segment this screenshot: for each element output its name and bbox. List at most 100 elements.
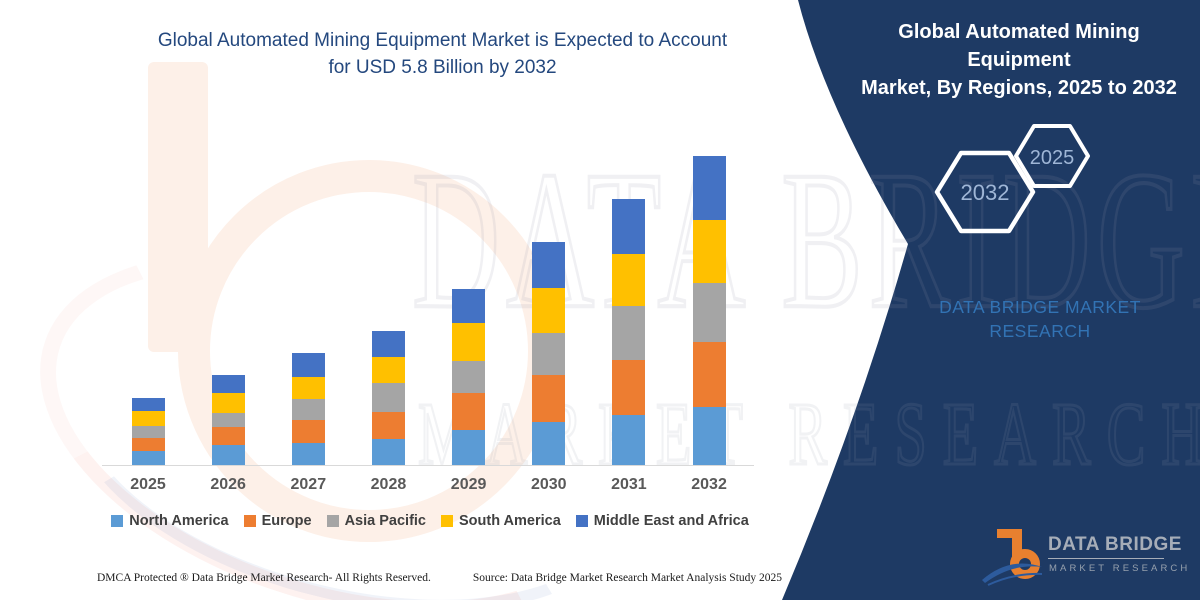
bar-segment-2032-south-america <box>692 219 726 283</box>
bar-segment-2032-north-america <box>692 406 726 465</box>
bar-segment-2025-asia-pacific <box>131 425 165 439</box>
plot-area <box>100 140 762 466</box>
bar-segment-2028-middle-east-and-africa <box>371 330 405 357</box>
legend-label-europe: Europe <box>261 513 312 529</box>
x-axis-label-2028: 2028 <box>370 476 407 493</box>
x-axis-label-2026: 2026 <box>210 476 246 493</box>
legend-swatch-south-america <box>441 515 453 527</box>
legend-swatch-europe <box>243 515 256 527</box>
bar-2031 <box>612 199 646 465</box>
legend-swatch-asia-pacific <box>326 515 339 527</box>
legend-item-north-america: North America <box>111 513 229 529</box>
legend-item-middle-east-and-africa: Middle East and Africa <box>575 513 749 529</box>
bar-2030 <box>532 242 566 465</box>
logo-subname: MARKET RESEARCH <box>1049 563 1191 574</box>
bar-segment-2027-middle-east-and-africa <box>291 353 325 378</box>
bar-segment-2026-middle-east-and-africa <box>211 374 245 393</box>
x-axis-label-2025: 2025 <box>130 476 166 493</box>
bar-segment-2025-north-america <box>131 450 165 465</box>
hexagon-2032-label: 2032 <box>961 180 1010 205</box>
panel-brand-line2: RESEARCH <box>989 321 1091 341</box>
bar-segment-2030-north-america <box>532 421 566 465</box>
legend-label-asia-pacific: Asia Pacific <box>344 513 426 529</box>
side-panel-shape <box>782 0 1200 600</box>
bar-2029 <box>452 289 486 465</box>
bar-segment-2031-south-america <box>612 253 646 307</box>
x-axis-line <box>102 465 754 466</box>
panel-title-line2: Market, By Regions, 2025 to 2032 <box>861 77 1177 99</box>
hexagon-2032: 2032 <box>934 150 1036 234</box>
bar-segment-2025-middle-east-and-africa <box>131 397 165 412</box>
legend-label-middle-east-and-africa: Middle East and Africa <box>593 513 749 529</box>
footer: DMCA Protected ® Data Bridge Market Rese… <box>97 572 782 584</box>
bar-segment-2029-south-america <box>452 323 486 362</box>
logo-underline <box>1048 558 1164 559</box>
bar-segment-2032-middle-east-and-africa <box>692 155 726 220</box>
bar-2025 <box>131 397 165 465</box>
bar-segment-2025-south-america <box>131 411 165 426</box>
bar-segment-2030-south-america <box>532 288 566 333</box>
bar-segment-2028-south-america <box>371 356 405 384</box>
footer-source-text: Source: Data Bridge Market Research Mark… <box>472 572 783 584</box>
bar-segment-2026-north-america <box>211 444 245 465</box>
bar-segment-2032-asia-pacific <box>692 282 726 342</box>
year-hexagons: 2032 2025 <box>934 124 1090 234</box>
bar-segment-2029-middle-east-and-africa <box>452 289 486 324</box>
legend-swatch-north-america <box>111 515 124 527</box>
bar-segment-2031-europe <box>612 360 646 415</box>
bar-segment-2029-north-america <box>452 429 486 465</box>
panel-title-line1: Global Automated Mining Equipment <box>898 21 1140 71</box>
bar-segment-2027-europe <box>291 420 325 444</box>
bar-segment-2030-europe <box>532 374 566 422</box>
legend-label-south-america: South America <box>459 513 561 529</box>
bar-segment-2027-asia-pacific <box>291 398 325 421</box>
data-bridge-logo-icon <box>982 529 1043 586</box>
bar-segment-2028-europe <box>371 411 405 439</box>
chart-title-line1: Global Automated Mining Equipment Market… <box>157 30 728 51</box>
logo-name: DATA BRIDGE <box>1048 534 1182 555</box>
bar-segment-2025-europe <box>131 438 165 451</box>
bar-2028 <box>371 330 405 465</box>
legend-item-europe: Europe <box>243 513 312 529</box>
data-bridge-logo: DATA BRIDGE MARKET RESEARCH <box>982 522 1187 586</box>
hexagon-2025: 2025 <box>1014 124 1090 188</box>
chart-title: Global Automated Mining Equipment Market… <box>90 27 795 81</box>
panel-brand-line1: DATA BRIDGE MARKET <box>939 297 1141 317</box>
bar-segment-2026-south-america <box>211 392 245 413</box>
bar-segment-2030-middle-east-and-africa <box>532 242 566 289</box>
chart-legend: North America Europe Asia Pacific South Ame… <box>96 513 764 529</box>
x-axis-label-2029: 2029 <box>450 476 487 493</box>
bar-segment-2032-europe <box>692 341 726 407</box>
x-axis-label-2032: 2032 <box>691 476 727 493</box>
bar-segment-2031-north-america <box>612 414 646 465</box>
bar-segment-2027-south-america <box>291 377 325 399</box>
x-axis-label-2031: 2031 <box>611 476 647 493</box>
panel-title: Global Automated Mining Equipment Market… <box>845 18 1193 102</box>
bar-segment-2031-asia-pacific <box>612 306 646 361</box>
hexagon-2025-label: 2025 <box>1030 147 1075 169</box>
legend-item-asia-pacific: Asia Pacific <box>326 513 426 529</box>
footer-dmca-text: DMCA Protected ® Data Bridge Market Rese… <box>97 572 431 584</box>
x-axis-label-2027: 2027 <box>290 476 327 493</box>
bar-2027 <box>291 353 325 465</box>
bar-segment-2029-europe <box>452 393 486 430</box>
bar-segment-2027-north-america <box>291 443 325 465</box>
bar-segment-2031-middle-east-and-africa <box>612 199 646 254</box>
bar-segment-2029-asia-pacific <box>452 361 486 394</box>
bar-segment-2026-europe <box>211 426 245 445</box>
bar-segment-2028-north-america <box>371 438 405 465</box>
legend-swatch-middle-east-and-africa <box>575 515 588 527</box>
x-axis-label-2030: 2030 <box>530 476 567 493</box>
panel-brand-text: DATA BRIDGE MARKET RESEARCH <box>920 295 1160 343</box>
legend-label-north-america: North America <box>129 513 229 529</box>
bar-2032 <box>692 155 726 465</box>
legend-item-south-america: South America <box>441 513 561 529</box>
bar-segment-2030-asia-pacific <box>532 332 566 375</box>
chart-title-line2: for USD 5.8 Billion by 2032 <box>328 57 557 78</box>
bar-segment-2026-asia-pacific <box>211 412 245 427</box>
x-axis-labels: 2025 2026 2027 2028 2029 2030 2031 2032 <box>100 476 762 496</box>
bar-2026 <box>211 374 245 465</box>
bar-segment-2028-asia-pacific <box>371 383 405 412</box>
